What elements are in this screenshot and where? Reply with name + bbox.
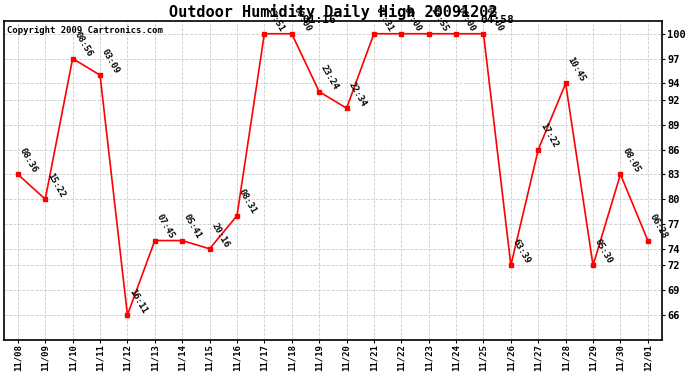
Text: 63:39: 63:39 xyxy=(511,238,532,266)
Text: 10:45: 10:45 xyxy=(566,56,587,83)
Text: 08:05: 08:05 xyxy=(620,147,642,174)
Text: 07:31: 07:31 xyxy=(374,6,395,34)
Text: 00:00: 00:00 xyxy=(456,6,477,34)
Text: 03:09: 03:09 xyxy=(100,47,121,75)
Text: 23:24: 23:24 xyxy=(319,64,340,92)
Text: 07:45: 07:45 xyxy=(155,213,176,240)
Text: 13:51: 13:51 xyxy=(264,6,286,34)
Text: 22:34: 22:34 xyxy=(346,80,368,108)
Text: 00:00: 00:00 xyxy=(402,6,422,34)
Text: 16:11: 16:11 xyxy=(128,287,148,315)
Text: 01:16: 01:16 xyxy=(302,15,336,26)
Text: 17:22: 17:22 xyxy=(538,122,560,150)
Text: 13:55: 13:55 xyxy=(428,6,450,34)
Text: 00:00: 00:00 xyxy=(484,6,504,34)
Text: 06:28: 06:28 xyxy=(648,213,669,240)
Title: Outdoor Humidity Daily High 20091202: Outdoor Humidity Daily High 20091202 xyxy=(168,4,497,20)
Text: 00:00: 00:00 xyxy=(292,6,313,34)
Text: 08:56: 08:56 xyxy=(72,31,94,58)
Text: 04:58: 04:58 xyxy=(480,15,514,26)
Text: Copyright 2009 Cartronics.com: Copyright 2009 Cartronics.com xyxy=(8,26,164,35)
Text: 05:41: 05:41 xyxy=(182,213,204,240)
Text: 08:36: 08:36 xyxy=(18,147,39,174)
Text: 08:31: 08:31 xyxy=(237,188,258,216)
Text: 15:22: 15:22 xyxy=(46,171,66,199)
Text: 20:16: 20:16 xyxy=(210,221,231,249)
Text: 05:30: 05:30 xyxy=(593,238,614,266)
